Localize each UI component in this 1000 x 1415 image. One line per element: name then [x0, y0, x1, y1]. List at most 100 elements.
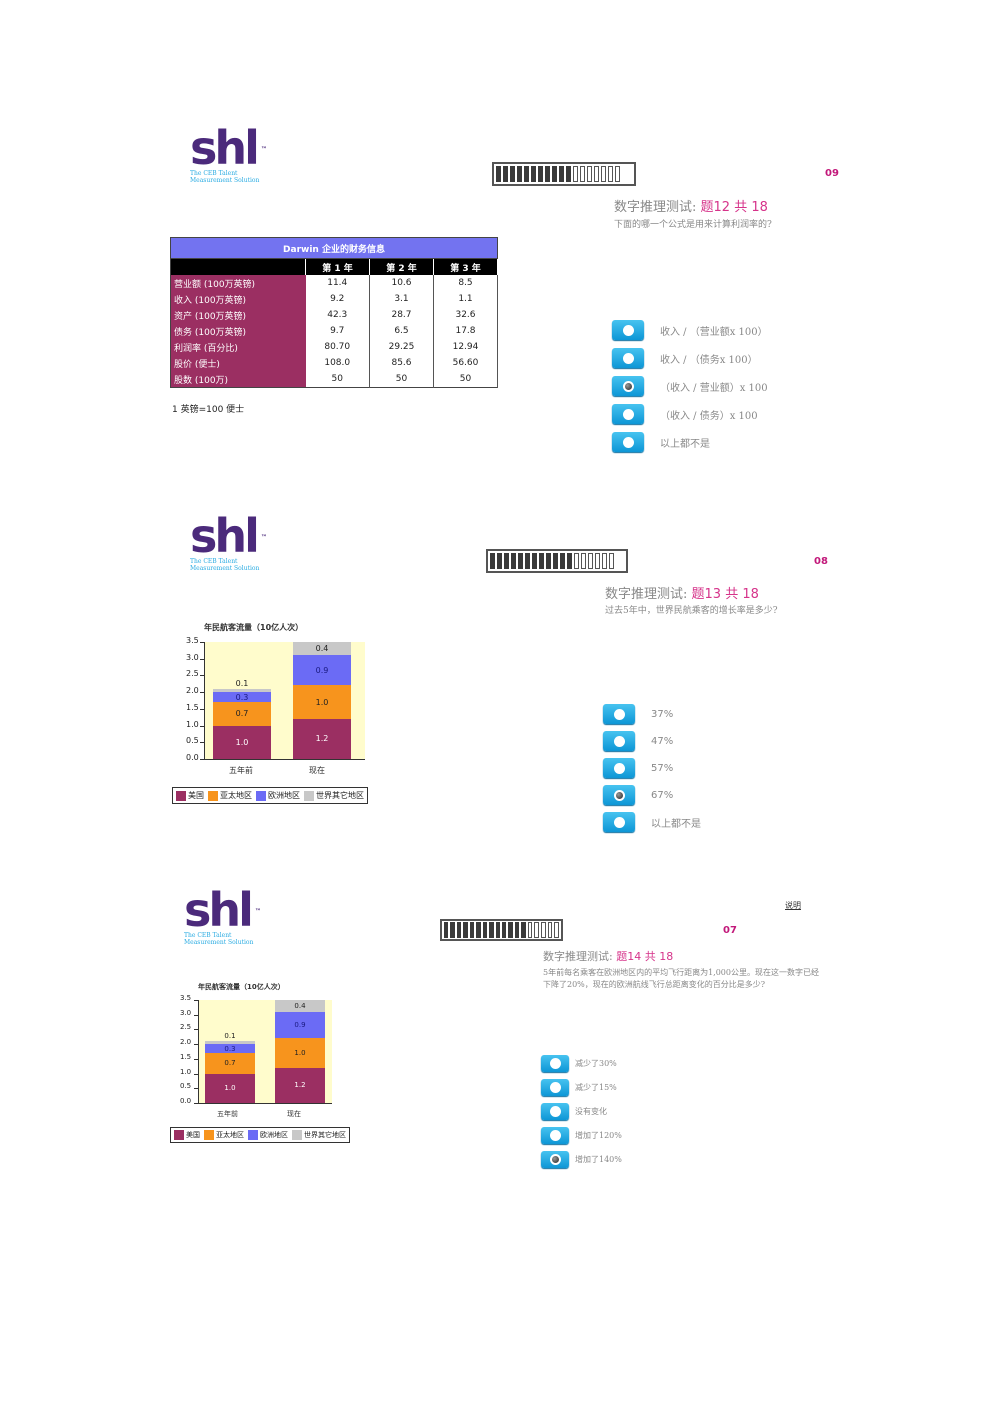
financial-table: Darwin 企业的财务信息 第 1 年第 2 年第 3 年营业额 (100万英…	[170, 237, 498, 388]
answer-option[interactable]: 减少了15%	[541, 1076, 622, 1098]
progress-segment-empty	[587, 166, 592, 182]
y-tick	[194, 1073, 198, 1075]
bar-segment: 1.0	[213, 725, 271, 759]
bar-value-label: 0.7	[224, 1059, 236, 1068]
row-label: 股价 (便士)	[170, 355, 306, 371]
radio-button[interactable]	[612, 348, 644, 368]
cell-value: 56.60	[433, 355, 498, 371]
radio-dot-icon	[622, 408, 634, 420]
table-row: 股价 (便士) 108.0 85.6 56.60	[170, 355, 498, 371]
option-label: 增加了140%	[575, 1154, 622, 1164]
progress-segment-empty	[608, 166, 613, 182]
answer-option[interactable]: 收入 / （营业额x 100）	[612, 319, 768, 341]
radio-button[interactable]	[612, 320, 644, 340]
y-tick	[200, 742, 204, 744]
radio-button[interactable]	[541, 1078, 569, 1096]
radio-button[interactable]	[612, 432, 644, 452]
cell-value: 9.7	[305, 323, 370, 339]
answer-option[interactable]: 67%	[603, 784, 701, 806]
option-label: 没有变化	[575, 1106, 607, 1116]
progress-segment-filled	[518, 553, 523, 569]
x-category-label: 现在	[309, 766, 325, 775]
y-tick-label: 3.0	[186, 652, 199, 662]
answer-option[interactable]: 47%	[603, 730, 701, 752]
x-category-label: 五年前	[217, 1110, 238, 1118]
y-tick-label: 2.0	[180, 1038, 192, 1047]
legend-item: 欧洲地区	[248, 1130, 288, 1140]
radio-button[interactable]	[603, 731, 635, 751]
radio-button-selected[interactable]	[612, 376, 644, 396]
radio-button-selected[interactable]	[603, 785, 635, 805]
table-row: 资产 (100万英镑) 42.3 28.7 32.6	[170, 307, 498, 323]
question-counter: 08	[814, 556, 828, 567]
answer-option[interactable]: 收入 / （债务x 100）	[612, 347, 768, 369]
radio-button[interactable]	[541, 1102, 569, 1120]
legend-label: 世界其它地区	[304, 1131, 346, 1139]
radio-dot-icon	[613, 816, 625, 828]
progress-segment-filled	[553, 553, 558, 569]
answer-option[interactable]: （收入 / 债务）x 100	[612, 403, 768, 425]
stacked-bar-chart: 年民航客流量（10亿人次） 1.0 0.7 0.3 0.1 1.2 1.0 0.9 0.4 3.5…	[170, 982, 360, 1147]
answer-option[interactable]: 增加了140%	[541, 1148, 622, 1170]
progress-segment-filled	[539, 553, 544, 569]
progress-segment-empty	[581, 553, 586, 569]
progress-segment-filled	[510, 166, 515, 182]
progress-segment-filled	[495, 922, 500, 938]
legend-label: 世界其它地区	[316, 791, 364, 800]
radio-button[interactable]	[541, 1054, 569, 1072]
bar-value-label: 0.9	[294, 1021, 306, 1030]
option-label: （收入 / 债务）x 100	[660, 410, 758, 422]
radio-button[interactable]	[603, 704, 635, 724]
progress-segment-filled	[444, 922, 449, 938]
bar-segment: 0.9	[293, 655, 351, 686]
shl-logo: shl ™ The CEB Talent Measurement Solution	[184, 883, 261, 946]
radio-button-selected[interactable]	[541, 1150, 569, 1168]
answer-option[interactable]: 以上都不是	[612, 431, 768, 453]
cell-value: 12.94	[433, 339, 498, 355]
radio-dot-icon	[613, 762, 625, 774]
chart-legend: 美国 亚太地区 欧洲地区 世界其它地区	[170, 1127, 350, 1143]
question-progress: 题13 共 18	[691, 587, 759, 602]
legend-label: 亚太地区	[220, 791, 252, 800]
progress-segment-filled	[531, 166, 536, 182]
bar-segment: 1.2	[293, 718, 351, 759]
radio-button[interactable]	[612, 404, 644, 424]
currency-note: 1 英镑=100 便士	[172, 405, 245, 415]
radio-dot-icon	[622, 380, 634, 392]
y-tick	[194, 1029, 198, 1031]
progress-segment-filled	[517, 166, 522, 182]
table-title: Darwin 企业的财务信息	[170, 237, 498, 259]
answer-option[interactable]: 没有变化	[541, 1100, 622, 1122]
option-label: 减少了15%	[575, 1082, 617, 1092]
y-tick	[194, 1014, 198, 1016]
bar-value-label: 0.3	[224, 1044, 236, 1053]
selected-indicator-icon	[615, 791, 623, 799]
answer-option[interactable]: 增加了120%	[541, 1124, 622, 1146]
legend-label: 美国	[186, 1131, 200, 1139]
column-header: 第 2 年	[369, 258, 434, 275]
progress-segment-filled	[482, 922, 488, 938]
y-tick	[200, 658, 204, 660]
progress-segment-empty	[574, 553, 579, 569]
radio-dot-icon	[549, 1105, 561, 1117]
y-tick-label: 2.0	[186, 686, 199, 696]
stacked-bar-chart: 年民航客流量（10亿人次） 1.0 0.7 0.3 0.1 1.2 1.0 0.9 0.4 3.5…	[172, 620, 392, 810]
legend-item: 亚太地区	[208, 790, 252, 801]
answer-option[interactable]: 以上都不是	[603, 811, 701, 833]
cell-value: 28.7	[369, 307, 434, 323]
radio-button[interactable]	[603, 812, 635, 832]
row-label: 股数 (100万)	[170, 371, 306, 388]
question-progress: 题14 共 18	[616, 950, 674, 963]
legend-label: 亚太地区	[216, 1131, 244, 1139]
legend-item: 美国	[176, 790, 204, 801]
answer-option[interactable]: 减少了30%	[541, 1052, 622, 1074]
radio-button[interactable]	[541, 1126, 569, 1144]
radio-button[interactable]	[603, 758, 635, 778]
progress-segment-empty	[595, 553, 600, 569]
answer-option[interactable]: 57%	[603, 757, 701, 779]
progress-segment-empty	[554, 922, 559, 938]
instructions-link[interactable]: 说明	[785, 901, 801, 910]
answer-options: 37% 47% 57% 67% 以上都不是	[603, 703, 701, 833]
answer-option[interactable]: 37%	[603, 703, 701, 725]
answer-option[interactable]: （收入 / 营业额）x 100	[612, 375, 768, 397]
